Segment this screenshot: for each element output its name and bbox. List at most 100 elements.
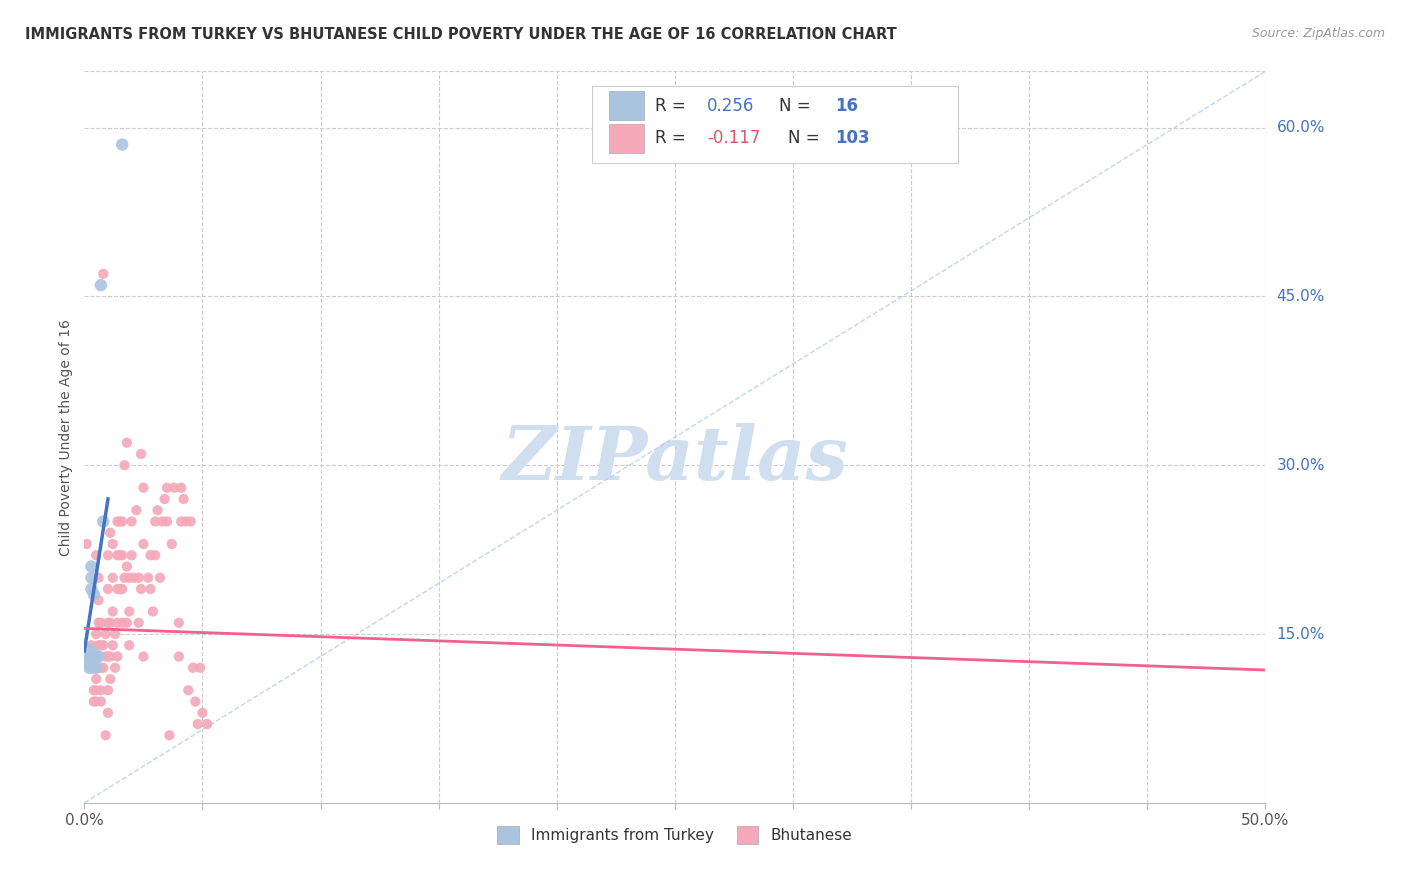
Legend: Immigrants from Turkey, Bhutanese: Immigrants from Turkey, Bhutanese — [491, 820, 859, 850]
Point — [84, 548, 107, 562]
Point — [104, 661, 127, 675]
Point — [170, 481, 193, 495]
Point — [156, 481, 179, 495]
Text: N =: N = — [789, 129, 825, 147]
Text: 45.0%: 45.0% — [1277, 289, 1324, 304]
Point — [80, 638, 103, 652]
Point — [114, 458, 136, 473]
Point — [111, 137, 134, 152]
Point — [80, 559, 103, 574]
Point — [181, 661, 204, 675]
Point — [107, 548, 129, 562]
Point — [98, 672, 121, 686]
Point — [94, 627, 117, 641]
Point — [108, 548, 131, 562]
Point — [83, 649, 105, 664]
Point — [184, 694, 207, 708]
Point — [94, 649, 117, 664]
Point — [97, 649, 120, 664]
Point — [142, 605, 165, 619]
Point — [97, 615, 120, 630]
Point — [87, 571, 110, 585]
Point — [107, 615, 129, 630]
Point — [98, 525, 121, 540]
Point — [115, 435, 138, 450]
Point — [83, 661, 105, 675]
Point — [177, 683, 200, 698]
Point — [167, 615, 190, 630]
Point — [87, 649, 110, 664]
Point — [97, 706, 120, 720]
Point — [104, 627, 127, 641]
Point — [80, 582, 103, 596]
Point — [107, 649, 129, 664]
Point — [108, 582, 131, 596]
Point — [118, 571, 141, 585]
Point — [77, 649, 100, 664]
Point — [128, 615, 150, 630]
Point — [76, 537, 98, 551]
Point — [87, 661, 110, 675]
Point — [111, 548, 134, 562]
Point — [90, 661, 112, 675]
Point — [107, 582, 129, 596]
Text: 0.256: 0.256 — [707, 96, 754, 115]
Point — [118, 638, 141, 652]
Point — [150, 515, 173, 529]
Point — [121, 515, 143, 529]
Point — [156, 515, 179, 529]
Point — [114, 571, 136, 585]
Point — [83, 694, 105, 708]
Point — [84, 683, 107, 698]
Point — [111, 515, 134, 529]
Point — [136, 571, 159, 585]
Point — [97, 548, 120, 562]
Text: R =: R = — [655, 129, 690, 147]
Point — [163, 481, 186, 495]
Text: R =: R = — [655, 96, 690, 115]
Point — [84, 694, 107, 708]
Point — [149, 571, 172, 585]
Point — [84, 672, 107, 686]
Point — [84, 649, 107, 664]
Point — [173, 491, 195, 506]
Point — [170, 515, 193, 529]
Point — [115, 559, 138, 574]
Point — [132, 649, 155, 664]
Point — [90, 615, 112, 630]
Point — [118, 605, 141, 619]
FancyBboxPatch shape — [609, 91, 644, 120]
Point — [153, 491, 176, 506]
Point — [191, 706, 214, 720]
Point — [129, 447, 152, 461]
Point — [128, 571, 150, 585]
Point — [188, 661, 211, 675]
Point — [111, 582, 134, 596]
Point — [143, 515, 166, 529]
Point — [98, 649, 121, 664]
Point — [90, 278, 112, 293]
Point — [132, 537, 155, 551]
Point — [139, 548, 162, 562]
Point — [111, 615, 134, 630]
Point — [91, 267, 114, 281]
Point — [146, 503, 169, 517]
Point — [157, 728, 180, 742]
Text: N =: N = — [779, 96, 815, 115]
Point — [77, 661, 100, 675]
Point — [87, 593, 110, 607]
Point — [129, 582, 152, 596]
Point — [87, 638, 110, 652]
Y-axis label: Child Poverty Under the Age of 16: Child Poverty Under the Age of 16 — [59, 318, 73, 556]
Point — [101, 605, 124, 619]
Point — [143, 548, 166, 562]
Point — [115, 615, 138, 630]
Point — [87, 615, 110, 630]
Point — [107, 515, 129, 529]
Text: IMMIGRANTS FROM TURKEY VS BHUTANESE CHILD POVERTY UNDER THE AGE OF 16 CORRELATIO: IMMIGRANTS FROM TURKEY VS BHUTANESE CHIL… — [25, 27, 897, 42]
FancyBboxPatch shape — [609, 124, 644, 153]
Point — [180, 515, 202, 529]
FancyBboxPatch shape — [592, 86, 959, 163]
Point — [77, 649, 100, 664]
Point — [101, 638, 124, 652]
